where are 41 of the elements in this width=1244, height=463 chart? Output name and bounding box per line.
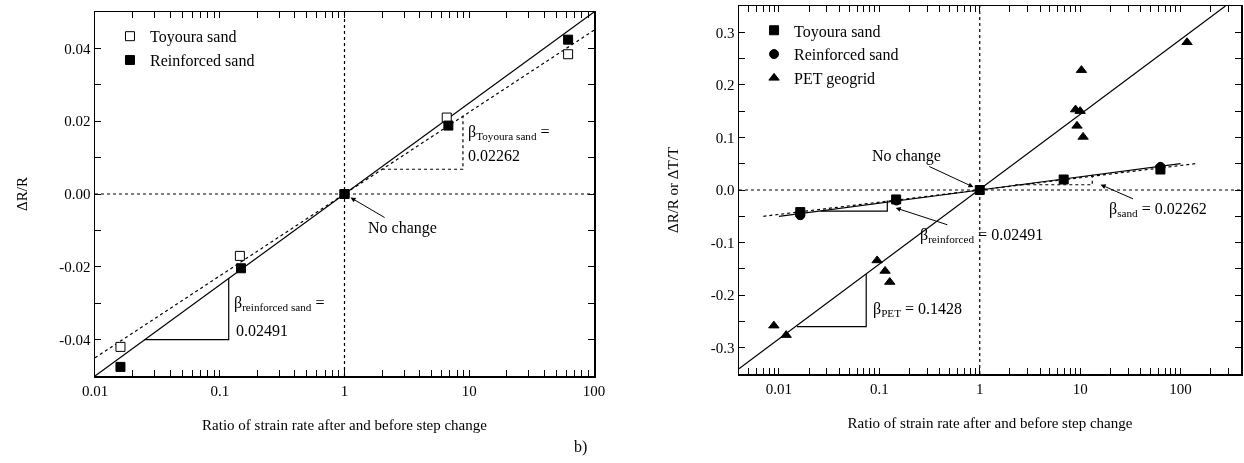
annotation: 0.02262: [468, 147, 520, 164]
y-tick-label: 0.04: [64, 40, 91, 57]
y-tick-label: 0.00: [64, 186, 91, 203]
x-tick-label: 100: [582, 382, 606, 399]
annotation: β$_{reinforced}$ = 0.02491: [920, 226, 1044, 246]
legend-label: Reinforced sand: [794, 46, 899, 64]
y-axis-title: ΔR/R: [13, 177, 30, 211]
x-tick-label: 1: [340, 382, 349, 399]
x-tick-label: 0.01: [765, 380, 793, 397]
y-tick-label: 0.02: [64, 113, 91, 130]
annotation: β$_{Toyoura sand}$ =: [468, 123, 550, 143]
x-tick-label: 10: [1072, 380, 1088, 397]
y-tick-label: 0.2: [715, 77, 735, 94]
y-tick-label: 0.3: [715, 24, 735, 41]
x-axis-title: Ratio of strain rate after and before step change: [202, 417, 488, 434]
x-tick-label: 10: [461, 382, 477, 399]
legend-label: PET geogrid: [794, 70, 876, 89]
y-tick-label: -0.02: [59, 259, 91, 276]
annotation: No change: [872, 147, 941, 165]
x-tick-label: 100: [1169, 380, 1192, 397]
x-tick-label: 0.01: [81, 382, 109, 399]
text: b): [574, 438, 588, 456]
y-tick-label: -0.3: [710, 339, 735, 356]
x-tick-label: 1: [976, 380, 984, 397]
y-axis-title: ΔR/R or ΔT/T: [665, 147, 682, 233]
y-tick-label: -0.04: [59, 331, 91, 348]
x-tick-label: 0.1: [210, 382, 230, 399]
annotation: No change: [368, 219, 437, 237]
y-tick-label: -0.1: [710, 234, 735, 251]
annotation: 0.02491: [236, 322, 288, 339]
x-axis-title: Ratio of strain rate after and before step change: [847, 415, 1133, 432]
y-tick-label: 0.0: [715, 182, 735, 199]
annotation: β$_{PET}$ = 0.1428: [873, 300, 963, 320]
annotation: β$_{reinforced sand}$ =: [234, 294, 325, 314]
legend-label: Toyoura sand: [794, 22, 881, 41]
annotation: β$_{sand}$ = 0.02262: [1109, 200, 1207, 220]
y-tick-label: 0.1: [715, 129, 735, 146]
y-tick-label: -0.2: [710, 287, 735, 304]
legend-label: Reinforced sand: [149, 52, 255, 70]
legend-label: Toyoura sand: [149, 28, 237, 47]
x-tick-label: 0.1: [869, 380, 889, 397]
